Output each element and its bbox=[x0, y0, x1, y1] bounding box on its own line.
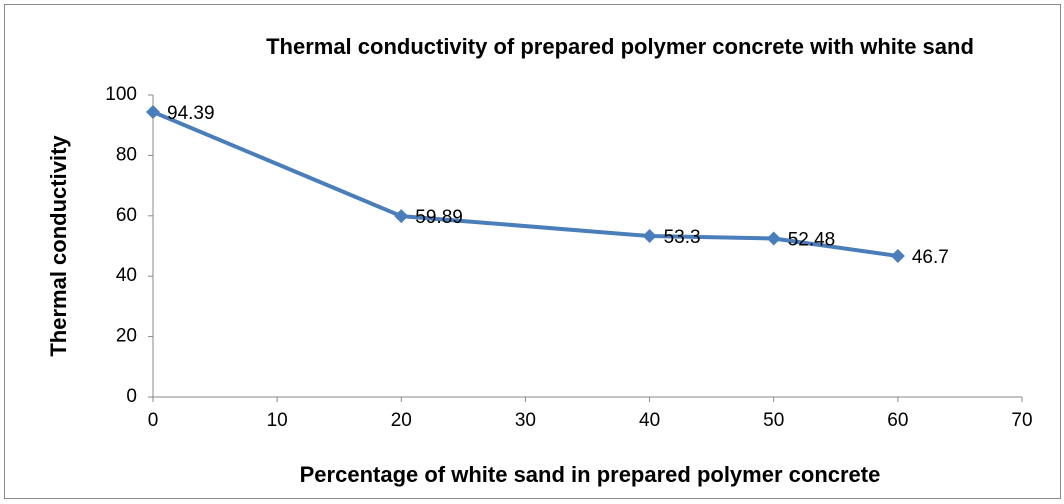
data-label: 46.7 bbox=[912, 247, 949, 268]
y-tick-label: 20 bbox=[116, 326, 137, 347]
x-tick-label: 30 bbox=[515, 410, 536, 431]
y-tick-label: 60 bbox=[116, 205, 137, 226]
data-label: 52.48 bbox=[788, 230, 836, 251]
data-label: 94.39 bbox=[167, 103, 215, 124]
y-tick-label: 40 bbox=[116, 265, 137, 286]
x-tick-label: 70 bbox=[1011, 410, 1032, 431]
point bbox=[146, 104, 160, 119]
x-tick-label: 0 bbox=[148, 410, 159, 431]
point bbox=[890, 248, 905, 263]
chart-frame bbox=[4, 4, 1061, 499]
x-tick-label: 40 bbox=[639, 410, 660, 431]
x-tick-label: 10 bbox=[267, 410, 288, 431]
y-axis-label: Thermal conductivity bbox=[46, 135, 71, 357]
x-tick-label: 50 bbox=[763, 410, 784, 431]
point bbox=[766, 231, 781, 246]
x-axis-label: Percentage of white sand in prepared pol… bbox=[300, 462, 881, 487]
data-label: 59.89 bbox=[415, 207, 463, 228]
y-tick-label: 80 bbox=[116, 144, 137, 165]
point bbox=[394, 209, 409, 224]
x-tick-label: 60 bbox=[887, 410, 908, 431]
data-label: 53.3 bbox=[664, 227, 701, 248]
chart-title: Thermal conductivity of prepared polymer… bbox=[266, 34, 974, 59]
y-tick-label: 0 bbox=[126, 386, 137, 407]
y-tick-label: 100 bbox=[105, 84, 137, 105]
point bbox=[642, 229, 657, 244]
x-tick-label: 20 bbox=[391, 410, 412, 431]
